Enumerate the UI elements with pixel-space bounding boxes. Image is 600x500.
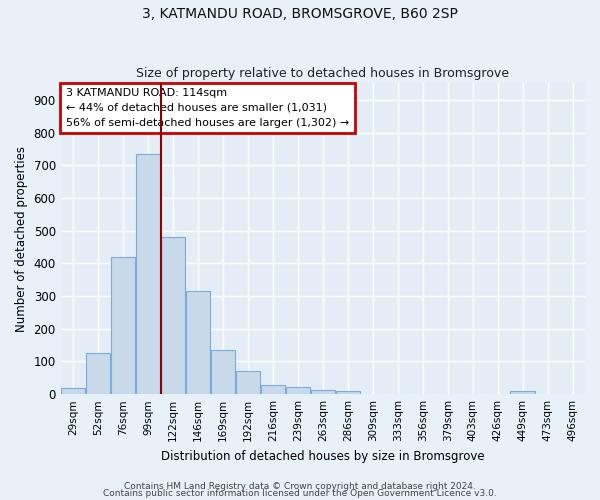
Bar [511,391,535,394]
Bar [136,154,160,394]
Bar [186,291,210,394]
Bar [86,354,110,394]
Bar [236,372,260,394]
Bar [161,237,185,394]
Text: Contains HM Land Registry data © Crown copyright and database right 2024.: Contains HM Land Registry data © Crown c… [124,482,476,491]
X-axis label: Distribution of detached houses by size in Bromsgrove: Distribution of detached houses by size … [161,450,485,462]
Bar [61,388,85,394]
Bar [261,385,285,394]
Bar [111,257,135,394]
Bar [311,390,335,394]
Y-axis label: Number of detached properties: Number of detached properties [15,146,28,332]
Text: 3, KATMANDU ROAD, BROMSGROVE, B60 2SP: 3, KATMANDU ROAD, BROMSGROVE, B60 2SP [142,8,458,22]
Bar [211,350,235,394]
Bar [286,387,310,394]
Text: Contains public sector information licensed under the Open Government Licence v3: Contains public sector information licen… [103,489,497,498]
Bar [335,391,360,394]
Title: Size of property relative to detached houses in Bromsgrove: Size of property relative to detached ho… [136,66,509,80]
Text: 3 KATMANDU ROAD: 114sqm
← 44% of detached houses are smaller (1,031)
56% of semi: 3 KATMANDU ROAD: 114sqm ← 44% of detache… [66,88,349,128]
